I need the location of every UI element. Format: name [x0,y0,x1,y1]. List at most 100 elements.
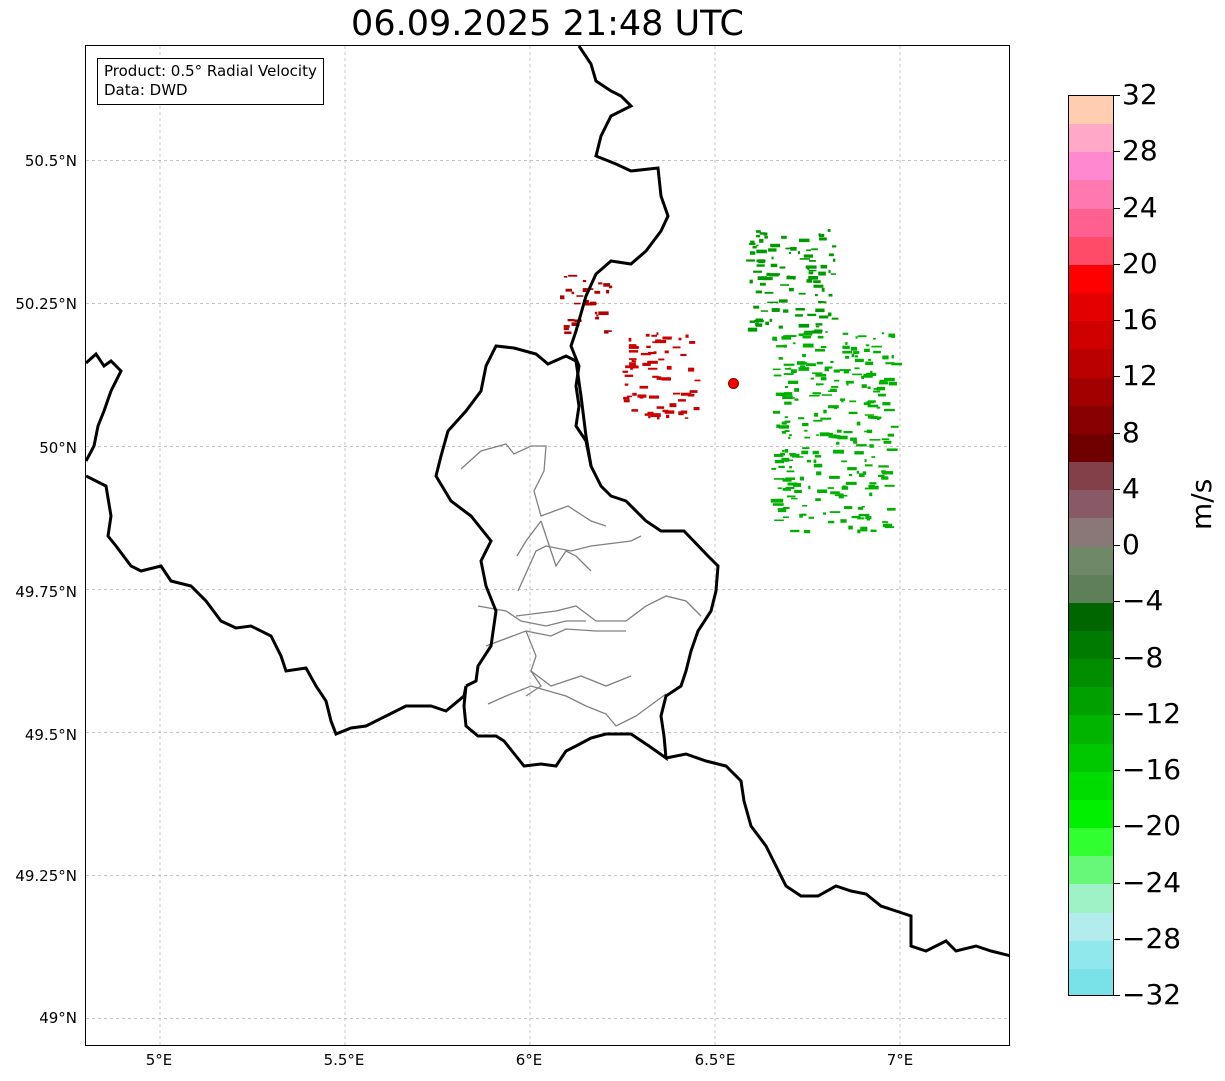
outbound-green-echo [778,465,785,468]
inbound-red-echo [625,365,636,369]
inbound-red-echo [563,325,570,328]
outbound-green-echo [824,367,829,372]
colorbar-tick [1114,95,1120,96]
outbound-green-echo [836,429,842,433]
outbound-green-echo [847,467,857,471]
outbound-green-echo [850,346,858,351]
inbound-red-echo [657,416,660,420]
outbound-green-echo [827,312,832,317]
colorbar-tick [1114,601,1120,603]
outbound-green-echo [770,498,782,503]
inbound-red-echo [688,367,695,372]
inbound-red-echo [689,340,696,344]
outbound-green-echo [842,332,849,335]
outbound-green-echo [781,421,787,425]
colorbar-tick-label: 20 [1122,246,1158,280]
outbound-green-echo [816,434,819,436]
map-panel[interactable] [85,45,1010,1046]
outbound-green-echo [843,431,853,434]
outbound-green-echo [837,435,848,440]
outbound-green-echo [769,318,773,322]
inbound-red-echo [647,367,658,370]
inbound-red-echo [680,410,688,414]
outbound-green-echo [798,238,810,243]
colorbar-segment [1069,602,1113,632]
outbound-green-echo [891,335,896,338]
inbound-red-echo [693,407,700,411]
outbound-green-echo [831,245,837,248]
outbound-green-echo [854,358,864,363]
inbound-red-echo [666,365,672,370]
outbound-green-echo [864,430,869,433]
outbound-green-echo [815,323,823,326]
outbound-green-echo [788,251,792,254]
outbound-green-echo [862,471,867,475]
outbound-green-echo [804,330,813,333]
colorbar-tick [1114,488,1120,490]
colorbar-segment [1069,208,1113,238]
outbound-green-echo [814,329,823,333]
inbound-red-echo [594,290,601,294]
outbound-green-echo [828,253,834,257]
outbound-green-echo [815,373,827,377]
outbound-green-echo [756,259,766,263]
lat-label-50-25: 50.25°N [15,295,77,313]
outbound-green-echo [799,513,803,518]
colorbar-segment [1069,293,1113,322]
outbound-green-echo [814,412,819,417]
outbound-green-echo [809,394,820,397]
lon-label-7: 7°E [886,1051,914,1069]
colorbar-tick [1114,770,1120,771]
outbound-green-echo [787,482,798,486]
border-line-west [86,351,123,462]
outbound-green-echo [749,279,753,284]
colorbar-segment [1069,828,1113,857]
outbound-green-echo [802,423,809,427]
outbound-green-echo [879,379,887,382]
colorbar-tick [1114,995,1120,996]
colorbar-tick-label: −12 [1122,696,1182,730]
colorbar-tick [1114,545,1120,546]
colorbar-segment [1069,152,1113,181]
outbound-green-echo [748,242,756,245]
inbound-red-echo [583,288,589,293]
outbound-green-echo [777,508,787,510]
outbound-green-echo [877,417,880,421]
outbound-green-echo [783,309,789,313]
outbound-green-echo [785,486,795,490]
inbound-red-echo [596,314,599,317]
colorbar-tick-label: −16 [1122,753,1182,786]
outbound-green-echo [752,245,757,249]
outbound-green-echo [753,305,760,309]
inbound-red-echo [678,411,684,416]
colorbar-segment [1069,124,1113,153]
outbound-green-echo [877,393,886,397]
outbound-green-echo [782,478,792,482]
outbound-green-echo [860,527,868,532]
outbound-green-echo [794,489,802,494]
inbound-red-echo [694,379,701,382]
outbound-green-echo [845,380,854,384]
inbound-red-echo [628,337,632,342]
outbound-green-echo [782,450,785,452]
colorbar-segment [1069,490,1113,519]
border-line-france-belgium [86,474,468,736]
outbound-green-echo [827,487,834,489]
outbound-green-echo [865,344,870,347]
outbound-green-echo [797,251,801,255]
outbound-green-echo [769,273,780,276]
colorbar-tick-label: 8 [1122,415,1140,449]
inbound-red-echo [648,415,651,419]
inbound-red-echo [650,413,661,418]
colorbar-segment [1069,264,1113,294]
outbound-green-echo [756,264,765,267]
inbound-red-echo [624,374,634,377]
inbound-red-echo [689,390,698,393]
inbound-red-echo [658,339,667,344]
colorbar-segment [1069,96,1113,125]
colorbar-segment [1069,546,1113,576]
inbound-red-echo [603,283,611,287]
outbound-green-echo [833,379,840,382]
radar-map [86,46,1009,1045]
outbound-green-echo [827,520,835,524]
